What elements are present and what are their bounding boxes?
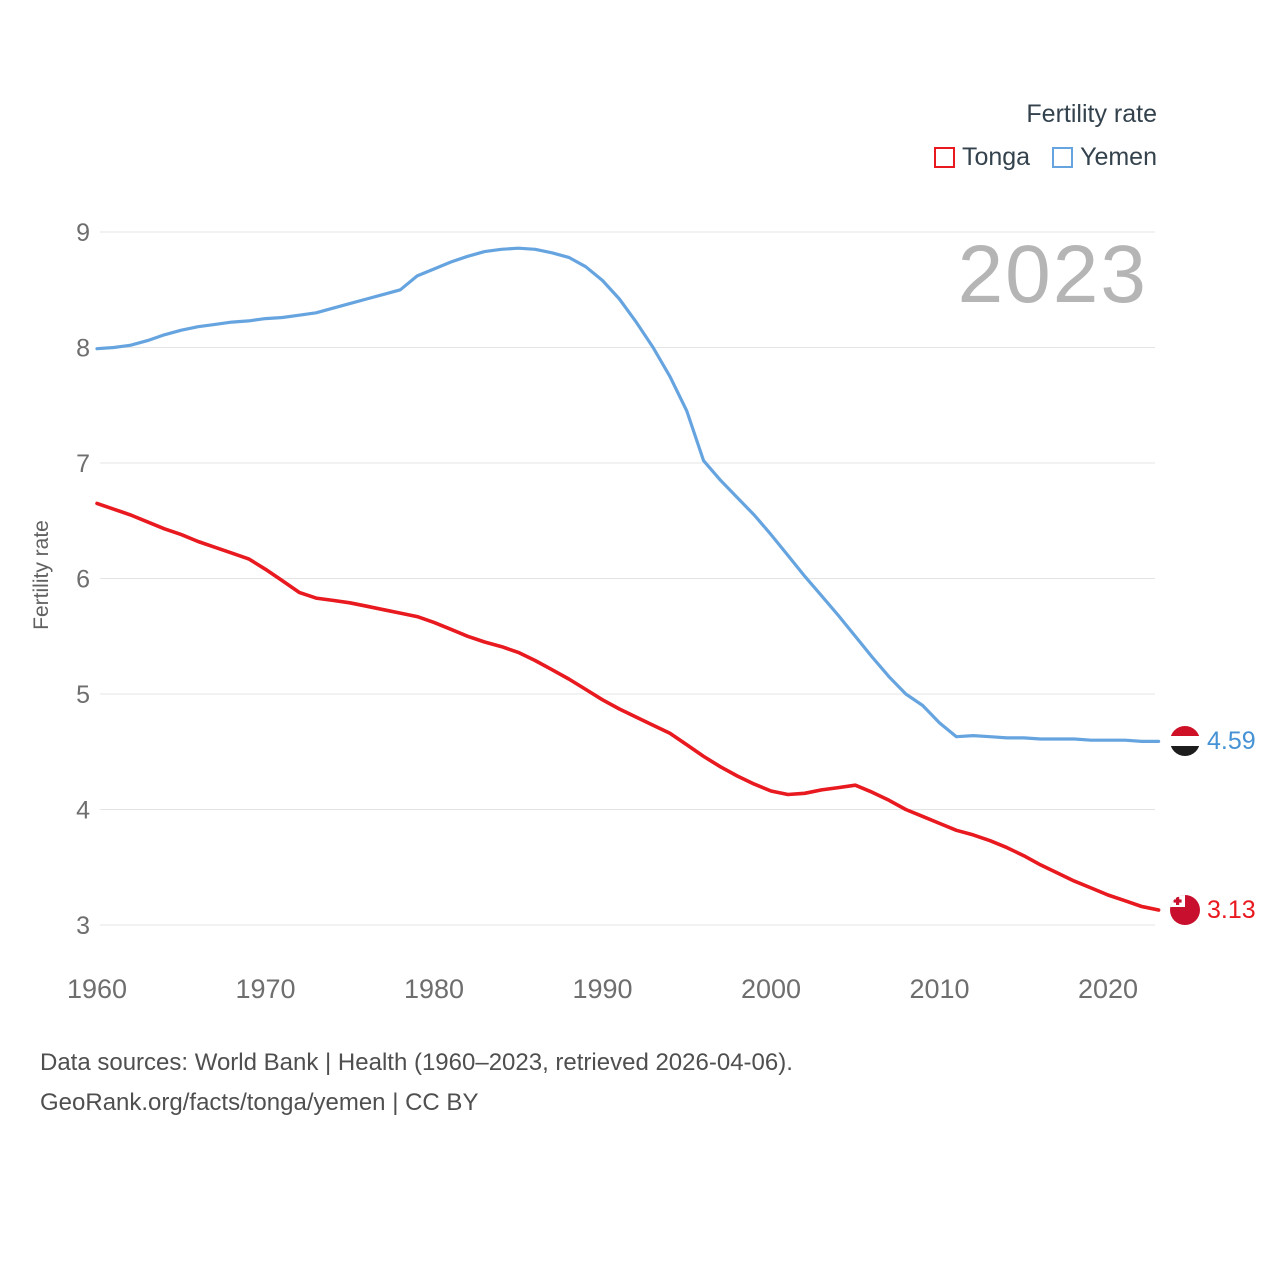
legend-row: Tonga Yemen: [933, 143, 1157, 172]
tonga-end-label: 3.13: [1170, 895, 1256, 925]
legend-title: Fertility rate: [1026, 100, 1157, 128]
chart-footer: Data sources: World Bank | Health (1960–…: [40, 1043, 793, 1123]
x-tick-2010: 2010: [909, 974, 969, 1004]
yemen-end-label: 4.59: [1170, 726, 1256, 756]
y-axis-title: Fertility rate: [30, 520, 53, 630]
legend-item-yemen[interactable]: Yemen: [1052, 143, 1157, 172]
x-tick-1990: 1990: [572, 974, 632, 1004]
y-tick-9: 9: [76, 219, 90, 247]
legend-label-yemen: Yemen: [1080, 143, 1157, 171]
tonga-flag-icon: [1170, 895, 1200, 925]
series-line-yemen: [95, 246, 1161, 743]
y-tick-5: 5: [76, 681, 90, 709]
yemen-end-value: 4.59: [1207, 726, 1256, 755]
chart-legend: Fertility rate Tonga Yemen: [933, 100, 1157, 172]
y-tick-8: 8: [76, 335, 90, 363]
x-tick-1980: 1980: [404, 974, 464, 1004]
x-tick-2000: 2000: [741, 974, 801, 1004]
y-tick-4: 4: [76, 797, 90, 825]
footer-attribution: GeoRank.org/facts/tonga/yemen | CC BY: [40, 1089, 479, 1116]
y-tick-6: 6: [76, 566, 90, 594]
legend-item-tonga[interactable]: Tonga: [933, 143, 1031, 172]
legend-label-tonga: Tonga: [961, 143, 1031, 171]
footer-data-sources: Data sources: World Bank | Health (1960–…: [40, 1049, 793, 1076]
watermark-year: 2023: [957, 229, 1148, 320]
x-tick-2020: 2020: [1078, 974, 1138, 1004]
x-tick-1960: 1960: [67, 974, 127, 1004]
series-line-tonga: [95, 501, 1161, 912]
tonga-series-swatch-icon: [933, 147, 955, 168]
y-tick-7: 7: [76, 450, 90, 478]
tonga-end-value: 3.13: [1207, 895, 1256, 924]
y-tick-3: 3: [76, 912, 90, 940]
x-tick-1970: 1970: [235, 974, 295, 1004]
yemen-series-swatch-icon: [1052, 147, 1074, 168]
yemen-flag-icon: [1170, 726, 1200, 756]
